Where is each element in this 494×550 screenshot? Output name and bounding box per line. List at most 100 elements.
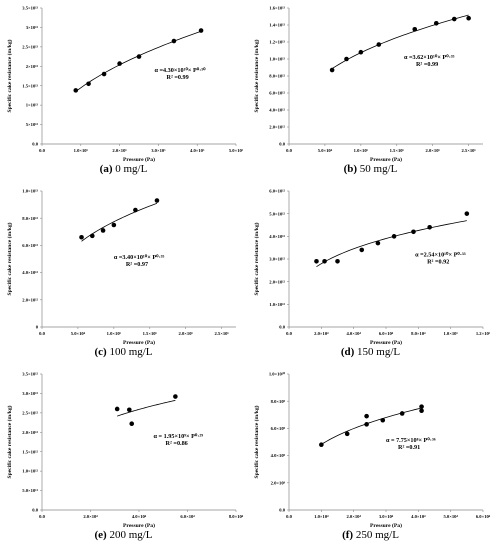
y-tick-label: 2.0×10¹² (22, 430, 38, 435)
y-tick-label: 2.0×10¹² (269, 125, 285, 130)
x-axis-label: Pressure (Pa) (370, 522, 402, 529)
x-tick-label: 4.0×10⁴ (346, 331, 361, 336)
x-tick-label: 3.0×10⁴ (379, 514, 394, 519)
y-tick-label: 1.0×10¹² (269, 302, 285, 307)
caption-text: 50 mg/L (357, 163, 398, 175)
data-point (364, 413, 369, 419)
fit-curve (321, 407, 422, 445)
y-tick-label: 3×10¹³ (26, 25, 39, 30)
data-point (111, 222, 117, 228)
x-tick-label: 1.0×10⁵ (107, 331, 122, 336)
data-point (173, 394, 178, 399)
y-axis-label: Specific cake resistance (m/kg) (253, 39, 260, 112)
y-tick-label: 3.5×10¹³ (22, 6, 38, 11)
y-tick-label: 1.0×10¹³ (269, 57, 285, 62)
data-point (427, 224, 432, 230)
data-point (391, 234, 397, 239)
x-axis-label: Pressure (Pa) (370, 156, 402, 163)
x-tick-label: 5.0×10⁴ (318, 148, 333, 153)
y-tick-label: 2.0×10¹² (22, 297, 38, 302)
x-tick-label: 5.0×10⁴ (443, 514, 458, 519)
y-tick-label: 4.0×10¹² (269, 234, 285, 239)
y-tick-label: 6.0×10¹² (22, 243, 38, 248)
x-tick-label: 1.0×10⁵ (443, 331, 458, 336)
y-tick-label: 4.0×10¹² (22, 270, 38, 275)
fit-r-squared: R² =0.99 (167, 74, 189, 81)
chart-c: 0 2.0×10¹² 4.0×10¹² 6.0×10¹² 8.0×10¹² 1.0×10¹… (6, 189, 236, 346)
y-tick-label: 2.5×10¹³ (22, 44, 38, 49)
x-tick-label: 6.0×10⁴ (180, 514, 195, 519)
caption-text: 100 mg/L (106, 346, 153, 358)
x-axis-label: Pressure (Pa) (123, 522, 155, 529)
data-point (466, 15, 471, 21)
data-point (114, 406, 120, 412)
data-point (364, 422, 369, 427)
x-tick-label: 1.5×10⁵ (390, 148, 405, 153)
fit-curve (75, 30, 202, 92)
x-tick-label: 0.0 (39, 148, 45, 153)
y-tick-label: 1.5×10¹² (22, 449, 38, 454)
data-point (198, 28, 204, 33)
panel-b: 0.0 2.0×10¹² 4.0×10¹² 6.0×10¹² 8.0×10¹² 1.0×1… (247, 0, 494, 180)
x-tick-label: 4.0×10⁴ (411, 514, 426, 519)
data-point (380, 417, 386, 423)
data-point (451, 16, 457, 22)
y-tick-label: 0.0 (279, 508, 285, 513)
x-tick-label: 2.0×10⁴ (314, 331, 329, 336)
y-tick-label: 1.5×10¹³ (22, 83, 38, 88)
caption-text: 150 mg/L (354, 346, 401, 358)
fit-r-squared: R² =0.97 (126, 261, 148, 268)
fit-curve (117, 399, 176, 417)
y-tick-label: 8.0×10¹² (269, 74, 285, 79)
data-point (129, 421, 135, 427)
panel-e: 0.0 5.0×10¹¹ 1.0×10¹² 1.5×10¹² 2.0×10¹² 2.5×1… (0, 366, 247, 546)
panel-c: 0 2.0×10¹² 4.0×10¹² 6.0×10¹² 8.0×10¹² 1.0×10¹… (0, 183, 247, 363)
x-tick-label: 1.2×10⁵ (476, 331, 491, 336)
x-tick-label: 6.0×10⁴ (476, 514, 491, 519)
x-tick-label: 1.0×10⁴ (314, 514, 329, 519)
data-point (358, 49, 364, 55)
x-tick-label: 0.0 (39, 514, 45, 519)
y-tick-label: 2.5×10¹² (22, 410, 38, 415)
chart-e: 0.0 5.0×10¹¹ 1.0×10¹² 1.5×10¹² 2.0×10¹² 2.5×1… (6, 372, 244, 529)
x-tick-label: 0.0 (39, 331, 45, 336)
x-tick-label: 3.0×10⁵ (151, 148, 166, 153)
y-tick-label: 2×10¹³ (26, 64, 39, 69)
data-point (86, 81, 91, 87)
chart-f: 0.0 2.0×10⁹ 4.0×10⁹ 6.0×10⁹ 8.0×10⁹ 1.0×10¹⁰ 0… (253, 372, 491, 529)
data-point (73, 88, 79, 93)
y-tick-label: 0.0 (32, 142, 38, 147)
x-tick-label: 0.0 (286, 148, 292, 153)
x-tick-label: 2.0×10⁵ (426, 148, 441, 153)
y-tick-label: 3.5×10¹² (22, 372, 38, 377)
x-tick-label: 4.0×10⁵ (190, 148, 205, 153)
fit-r-squared: R² =0.86 (166, 440, 188, 447)
y-tick-label: 1.4×10¹³ (269, 23, 285, 28)
data-point (419, 408, 424, 414)
x-axis-label: Pressure (Pa) (370, 339, 402, 346)
y-tick-label: 2.0×10⁹ (271, 480, 286, 485)
x-tick-label: 5.0×10⁵ (229, 148, 244, 153)
caption-d: (d) 150 mg/L (247, 346, 494, 359)
x-tick-label: 6.0×10⁴ (379, 331, 394, 336)
x-tick-label: 1.0×10⁵ (354, 148, 369, 153)
caption-letter: (a) (99, 163, 113, 175)
data-point (117, 61, 122, 66)
fit-r-squared: R² =0.99 (416, 61, 438, 68)
caption-text: 200 mg/L (106, 529, 153, 541)
x-tick-label: 0.0 (286, 514, 292, 519)
caption-f: (f) 250 mg/L (247, 529, 494, 542)
data-point (101, 71, 107, 77)
fit-r-squared: R² =0.91 (398, 444, 420, 451)
x-tick-label: 2.0×10⁵ (112, 148, 127, 153)
panel-f: 0.0 2.0×10⁹ 4.0×10⁹ 6.0×10⁹ 8.0×10⁹ 1.0×10¹⁰ 0… (247, 366, 494, 546)
caption-letter: (e) (94, 529, 107, 541)
fit-r-squared: R² =0.92 (427, 259, 449, 266)
chart-d: 0.0 1.0×10¹² 2.0×10¹² 3.0×10¹² 4.0×10¹² 5.0×1… (253, 189, 491, 346)
fit-equation: α =3.62×10¹⁰× P⁰·³⁵ (404, 54, 455, 61)
x-tick-label: 2.5×10⁵ (214, 331, 229, 336)
x-tick-label: 5.0×10⁴ (71, 331, 86, 336)
y-tick-label: 4.0×10⁹ (271, 453, 286, 458)
y-tick-label: 1.6×10¹³ (269, 6, 285, 11)
y-axis-label: Specific cake resistance (m/kg) (6, 39, 13, 112)
